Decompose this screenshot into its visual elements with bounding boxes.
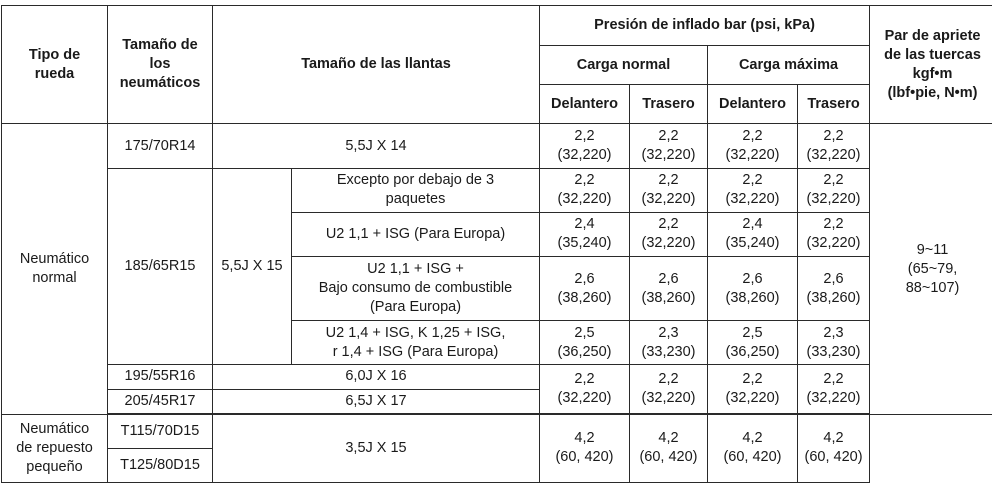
header-trasero: Trasero	[796, 84, 871, 125]
pressure-value: 2,2 (32,220)	[796, 167, 871, 213]
header-trasero: Trasero	[629, 84, 708, 125]
condition-label: U2 1,1 + ISG (Para Europa)	[291, 211, 540, 257]
table-row: Neumático de repuesto pequeño T115/70D15 3…	[1, 413, 992, 484]
pressure-value: 2,3 (33,230)	[796, 320, 871, 366]
pressure-value: 2,2 (32,220)	[796, 211, 871, 257]
table-row: Neumático normal 175/70R14 5,5J X 14 2,2(…	[1, 123, 992, 415]
header-carga-maxima: Carga máxima	[706, 45, 871, 86]
header-delantero: Delantero	[539, 84, 630, 125]
condition-label: U2 1,1 + ISG + Bajo consumo de combustibl…	[291, 255, 540, 322]
table-row: U2 1,4 + ISG, K 1,25 + ISG, r 1,4 + ISG (…	[2, 320, 992, 366]
pressure-value: 2,2 (32,220)	[707, 123, 798, 169]
table-row: 205/45R17 6,5J X 17	[2, 388, 992, 414]
pressure-value: 2,6 (38,260)	[707, 255, 798, 322]
rim-size: 5,5J X 14	[212, 123, 540, 169]
table-row: U2 1,1 + ISG (Para Europa) 2,4 (35,240) 2…	[2, 211, 992, 257]
pressure-value: 2,2 (32,220)	[629, 364, 708, 414]
empty-cell	[869, 414, 992, 483]
pressure-value: 2,2 (32,220)	[796, 123, 871, 169]
rim-size: 6,0J X 16	[212, 364, 540, 390]
header-tamano-llantas: Tamaño de las llantas	[212, 4, 540, 125]
tire-size: 195/55R16	[107, 364, 213, 390]
pressure-value: 2,6 (38,260)	[539, 255, 630, 322]
table-row: U2 1,1 + ISG + Bajo consumo de combustibl…	[2, 255, 992, 322]
pressure-value: 2,2 (32,220)	[707, 364, 798, 414]
pressure-value: 2,2 (32,220)	[539, 123, 630, 169]
tire-size: T115/70D15	[107, 413, 213, 449]
pressure-value: 2,4 (35,240)	[707, 211, 798, 257]
tire-size: 175/70R14	[107, 123, 213, 169]
pressure-value: 2,2 (32,220)	[796, 364, 871, 414]
table-row: 185/65R15 5,5J X 15 Excepto por debajo d…	[2, 167, 992, 366]
rim-size: 5,5J X 15	[212, 167, 292, 366]
rim-size: 6,5J X 17	[212, 388, 540, 414]
pressure-value: 2,2 (32,220)	[629, 123, 708, 169]
condition-label: Excepto por debajo de 3 paquetes	[291, 167, 540, 213]
pressure-value: 4,2 (60, 420)	[539, 413, 630, 484]
tire-size: T125/80D15	[107, 447, 213, 484]
table-row: T125/80D15	[2, 447, 992, 484]
pressure-value: 2,4 (35,240)	[539, 211, 630, 257]
header-presion: Presión de inflado bar (psi, kPa)	[538, 4, 871, 47]
pressure-value: 2,2 (32,220)	[539, 364, 630, 414]
pressure-value: 2,2 (32,220)	[629, 211, 708, 257]
header-par-apriete: Par de apriete de las tuercas kgf•m (lbf•pi…	[869, 4, 992, 125]
torque-value: 9~11 (65~79, 88~107)	[869, 123, 992, 415]
pressure-value: 2,3 (33,230)	[629, 320, 708, 366]
tire-size: 185/65R15	[107, 167, 213, 366]
pressure-value: 2,2 (32,220)	[707, 167, 798, 213]
pressure-value: 2,6 (38,260)	[629, 255, 708, 322]
condition-label: U2 1,4 + ISG, K 1,25 + ISG, r 1,4 + ISG (…	[291, 320, 540, 366]
rueda-repuesto-cell: Neumático de repuesto pequeño	[1, 413, 108, 484]
pressure-value: 4,2 (60, 420)	[707, 413, 798, 484]
pressure-value: 2,5 (36,250)	[707, 320, 798, 366]
header-carga-normal: Carga normal	[539, 45, 708, 86]
pressure-value: 4,2 (60, 420)	[629, 413, 708, 484]
header-tamano-neumaticos: Tamaño de los neumáticos	[107, 4, 213, 125]
rueda-normal-cell: Neumático normal	[1, 123, 108, 415]
tire-pressure-table: Tipo de rueda Tamaño de los neumáticos Tama…	[1, 4, 992, 484]
table-row: 195/55R16 6,0J X 16 2,2 (32,220) 2,2 (32,2…	[2, 364, 992, 414]
pressure-value: 4,2 (60, 420)	[796, 413, 871, 484]
pressure-value: 2,5 (36,250)	[539, 320, 630, 366]
tire-size: 205/45R17	[107, 388, 213, 414]
pressure-value: 2,6 (38,260)	[796, 255, 871, 322]
pressure-value: 2,2 (32,220)	[629, 167, 708, 213]
header-delantero: Delantero	[707, 84, 798, 125]
pressure-value: 2,2 (32,220)	[539, 167, 630, 213]
rim-size: 3,5J X 15	[212, 413, 540, 484]
header-tipo-rueda: Tipo de rueda	[1, 4, 108, 125]
